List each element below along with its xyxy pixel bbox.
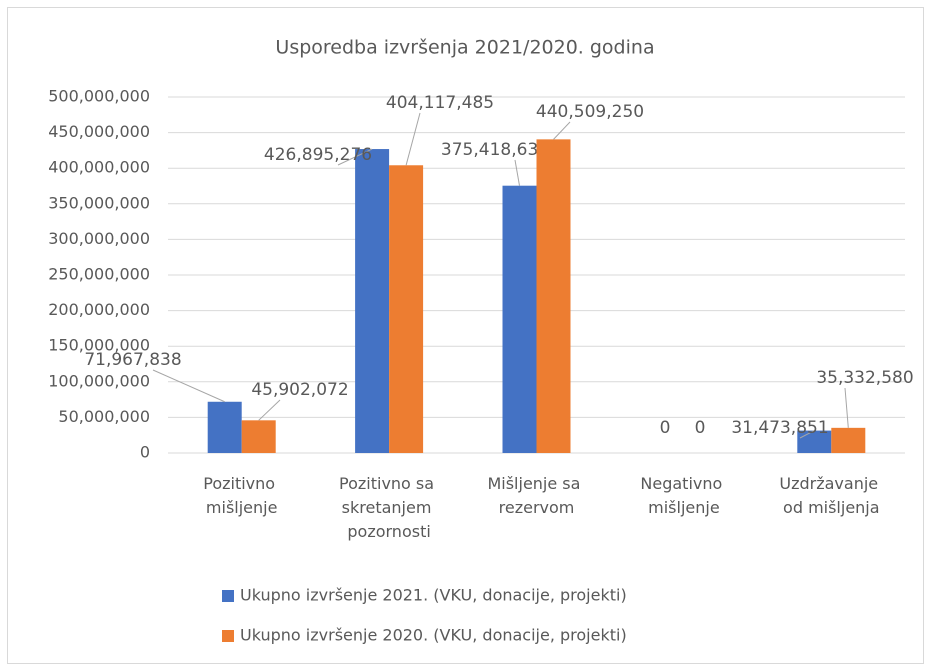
leader-line: [844, 387, 849, 428]
y-tick-label: 100,000,000: [48, 371, 150, 390]
x-tick-label: Pozitivno sa skretanjem pozornosti: [339, 474, 439, 541]
bar: [207, 401, 242, 453]
x-tick-label: Mišljenje sa rezervom: [487, 474, 585, 517]
bar: [797, 430, 832, 453]
y-tick-label: 500,000,000: [48, 87, 150, 106]
data-label: 404,117,485: [386, 93, 494, 113]
bar: [241, 420, 276, 453]
x-tick-label: Pozitivno mišljenje: [203, 474, 280, 517]
data-label: 0: [660, 418, 671, 438]
y-tick-label: 400,000,000: [48, 158, 150, 177]
legend-swatch: [222, 590, 234, 602]
leader-line: [152, 369, 225, 403]
y-tick-label: 50,000,000: [58, 407, 150, 426]
x-tick-label: Uzdržavanje od mišljenja: [779, 474, 883, 517]
y-tick-label: 250,000,000: [48, 265, 150, 284]
legend-label: Ukupno izvršenje 2021. (VKU, donacije, p…: [240, 586, 627, 605]
bar: [389, 165, 424, 453]
data-label: 0: [695, 418, 706, 438]
leader-line: [405, 112, 421, 166]
data-label: 45,902,072: [251, 380, 348, 400]
bar: [536, 139, 571, 453]
y-tick-label: 200,000,000: [48, 300, 150, 319]
y-tick-label: 300,000,000: [48, 229, 150, 248]
data-label: 35,332,580: [816, 368, 913, 388]
data-label: 71,967,838: [84, 350, 181, 370]
data-label: 31,473,851: [731, 418, 828, 438]
y-tick-label: 0: [140, 443, 150, 462]
legend-swatch: [222, 630, 234, 642]
bar: [355, 149, 390, 453]
leader-line: [258, 399, 281, 421]
bar: [502, 185, 537, 453]
chart-border: [7, 7, 924, 664]
data-label: 426,895,276: [264, 145, 372, 165]
bar: [831, 427, 866, 453]
chart-title: Usporedba izvršenja 2021/2020. godina: [275, 37, 654, 59]
y-tick-label: 350,000,000: [48, 193, 150, 212]
leader-line: [553, 121, 571, 140]
legend-label: Ukupno izvršenje 2020. (VKU, donacije, p…: [240, 626, 627, 645]
y-tick-label: 150,000,000: [48, 336, 150, 355]
leader-line: [337, 148, 373, 166]
leader-line: [799, 430, 815, 439]
leader-line: [514, 159, 520, 186]
y-tick-label: 450,000,000: [48, 122, 150, 141]
data-label: 375,418,635: [441, 140, 549, 160]
x-tick-label: Negativno mišljenje: [640, 474, 727, 517]
data-label: 440,509,250: [536, 102, 644, 122]
